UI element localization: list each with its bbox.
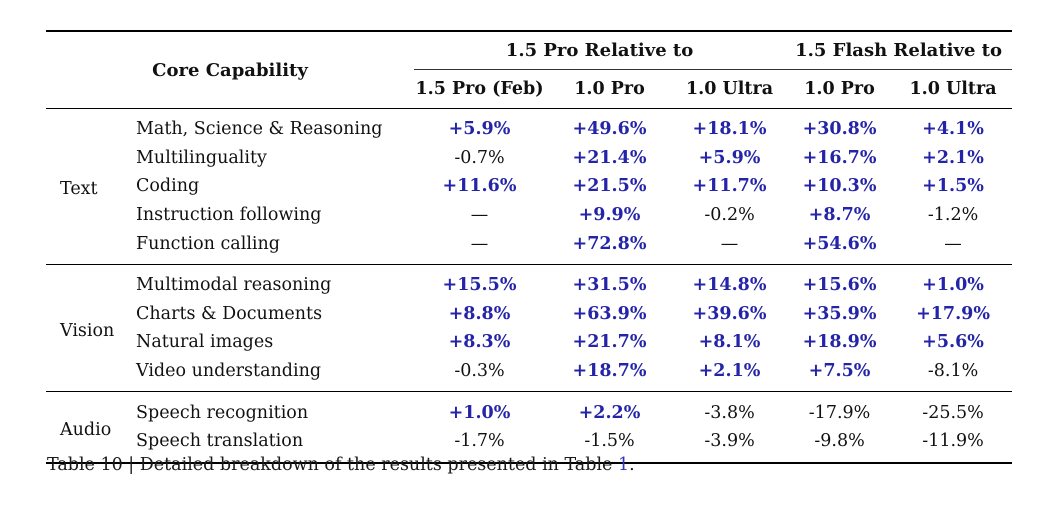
group-label-text: Text (60, 179, 98, 200)
value-cell: +21.5% (572, 176, 647, 197)
value-cell: +11.6% (442, 176, 517, 197)
capability-label: Natural images (136, 332, 274, 353)
value-cell: — (944, 233, 962, 254)
value-cell: -0.7% (454, 147, 505, 168)
value-cell: +1.0% (894, 263, 1013, 300)
value-cell: -11.9% (922, 431, 984, 452)
capability-label: Multimodal reasoning (136, 263, 414, 300)
table-row: Natural images +8.3% +21.7% +8.1% +18.9% +5.6… (46, 328, 1012, 357)
value-cell: +15.5% (414, 263, 545, 300)
value-cell: +1.5% (922, 176, 984, 197)
value-cell: +49.6% (572, 119, 647, 140)
caption-period: . (629, 455, 635, 475)
value-cell: +35.9% (802, 303, 877, 324)
capability-label: Multilinguality (136, 147, 267, 168)
value-cell: -0.3% (454, 361, 505, 382)
core-capability-header: Core Capability (46, 31, 414, 109)
value-cell: -17.9% (785, 391, 895, 427)
value-cell: +39.6% (692, 303, 767, 324)
value-cell: +8.8% (448, 303, 511, 324)
value-cell: +2.2% (545, 391, 674, 427)
value-cell: +15.6% (785, 263, 895, 300)
table-row: Vision Multimodal reasoning +15.5% +31.5% +1… (46, 263, 1013, 392)
table-row: Video understanding -0.3% +18.7% +2.1% +7.5%… (46, 357, 1012, 392)
value-cell: +9.9% (578, 205, 641, 226)
value-cell: +21.4% (572, 147, 647, 168)
table-caption: Table 10 | Detailed breakdown of the res… (47, 455, 635, 475)
table-row: Audio Speech recognition +1.0% +2.2% -3.8% -1… (46, 391, 1013, 463)
value-cell: +14.8% (674, 263, 786, 300)
value-cell: — (470, 205, 489, 226)
value-cell: +1.0% (414, 391, 545, 427)
value-cell: -25.5% (894, 391, 1013, 427)
capability-label: Instruction following (136, 205, 322, 226)
value-cell: +72.8% (572, 233, 647, 254)
column-header-15pro-feb: 1.5 Pro (Feb) (414, 69, 545, 109)
column-header-10pro-b: 1.0 Pro (785, 69, 895, 109)
value-cell: +18.1% (692, 119, 767, 140)
table-row: Charts & Documents +8.8% +63.9% +39.6% +35.9… (46, 300, 1012, 329)
value-cell: — (720, 233, 739, 254)
value-cell: — (470, 233, 489, 254)
value-cell: +8.3% (448, 332, 511, 353)
value-cell: -1.5% (584, 431, 635, 452)
value-cell: -8.1% (927, 361, 979, 382)
group-label-audio: Audio (46, 391, 136, 463)
capability-label: Coding (136, 176, 200, 197)
group-header-row: Core Capability 1.5 Pro Relative to 1.5 … (46, 31, 1013, 109)
table-1-reference-link[interactable]: 1 (617, 455, 630, 475)
value-cell: +2.1% (698, 361, 761, 382)
results-table: Core Capability 1.5 Pro Relative to 1.5 … (46, 30, 1013, 464)
value-cell: +21.7% (572, 332, 647, 353)
capability-label: Function calling (136, 233, 280, 254)
value-cell: +18.7% (572, 361, 647, 382)
column-header-10ultra-a: 1.0 Ultra (674, 69, 786, 109)
value-cell: +18.9% (802, 332, 877, 353)
value-cell: +31.5% (545, 263, 674, 300)
value-cell: +16.7% (802, 147, 877, 168)
table-row: Coding +11.6% +21.5% +11.7% +10.3% +1.5% (46, 172, 1012, 201)
table-row: Function calling — +72.8% — +54.6% — (46, 229, 1012, 264)
column-header-row: 1.5 Pro (Feb) 1.0 Pro 1.0 Ultra 1.0 Pro … (46, 69, 1013, 109)
capability-label: Math, Science & Reasoning (136, 119, 383, 140)
value-cell: +11.7% (692, 176, 767, 197)
table-body: Text Math, Science & Reasoning +5.9% +49.6%… (46, 109, 1013, 463)
value-cell: +30.8% (802, 119, 877, 140)
column-header-10ultra-b: 1.0 Ultra (894, 69, 1013, 109)
value-cell: -3.8% (674, 391, 786, 427)
value-cell: +10.3% (802, 176, 877, 197)
caption-text: Table 10 | Detailed breakdown of the res… (47, 455, 618, 475)
value-cell: -1.7% (454, 431, 505, 452)
table-row: Multilinguality -0.7% +21.4% +5.9% +16.7% +2.… (46, 144, 1012, 173)
table-row: Text Math, Science & Reasoning +5.9% +49.6%… (46, 109, 1012, 199)
value-cell: +7.5% (808, 361, 871, 382)
group-header-15flash: 1.5 Flash Relative to (785, 31, 1013, 70)
capability-label: Speech translation (136, 431, 304, 452)
value-cell: +8.1% (698, 332, 761, 353)
column-header-10pro-a: 1.0 Pro (545, 69, 674, 109)
value-cell: +17.9% (916, 303, 990, 324)
value-cell: -3.9% (704, 431, 755, 452)
capability-label: Video understanding (136, 361, 322, 382)
value-cell: +5.9% (698, 147, 761, 168)
value-cell: +5.6% (922, 332, 984, 353)
value-cell: -9.8% (814, 431, 865, 452)
table-row: Speech translation -1.7% -1.5% -3.9% -9.8% -1… (46, 427, 1012, 463)
value-cell: +5.9% (448, 119, 511, 140)
capability-label: Charts & Documents (136, 303, 323, 324)
value-cell: +4.1% (922, 119, 984, 140)
table-header: Core Capability 1.5 Pro Relative to 1.5 … (46, 31, 1013, 109)
value-cell: +2.1% (922, 147, 984, 168)
value-cell: -0.2% (704, 205, 755, 226)
group-header-15pro: 1.5 Pro Relative to (414, 31, 786, 70)
value-cell: -1.2% (927, 205, 979, 226)
group-label-vision: Vision (46, 263, 136, 392)
table-row: Instruction following — +9.9% -0.2% +8.7% -1.… (46, 201, 1012, 230)
value-cell: +54.6% (802, 233, 877, 254)
value-cell: +8.7% (808, 205, 871, 226)
value-cell: +63.9% (572, 303, 647, 324)
capability-label: Speech recognition (136, 391, 414, 427)
